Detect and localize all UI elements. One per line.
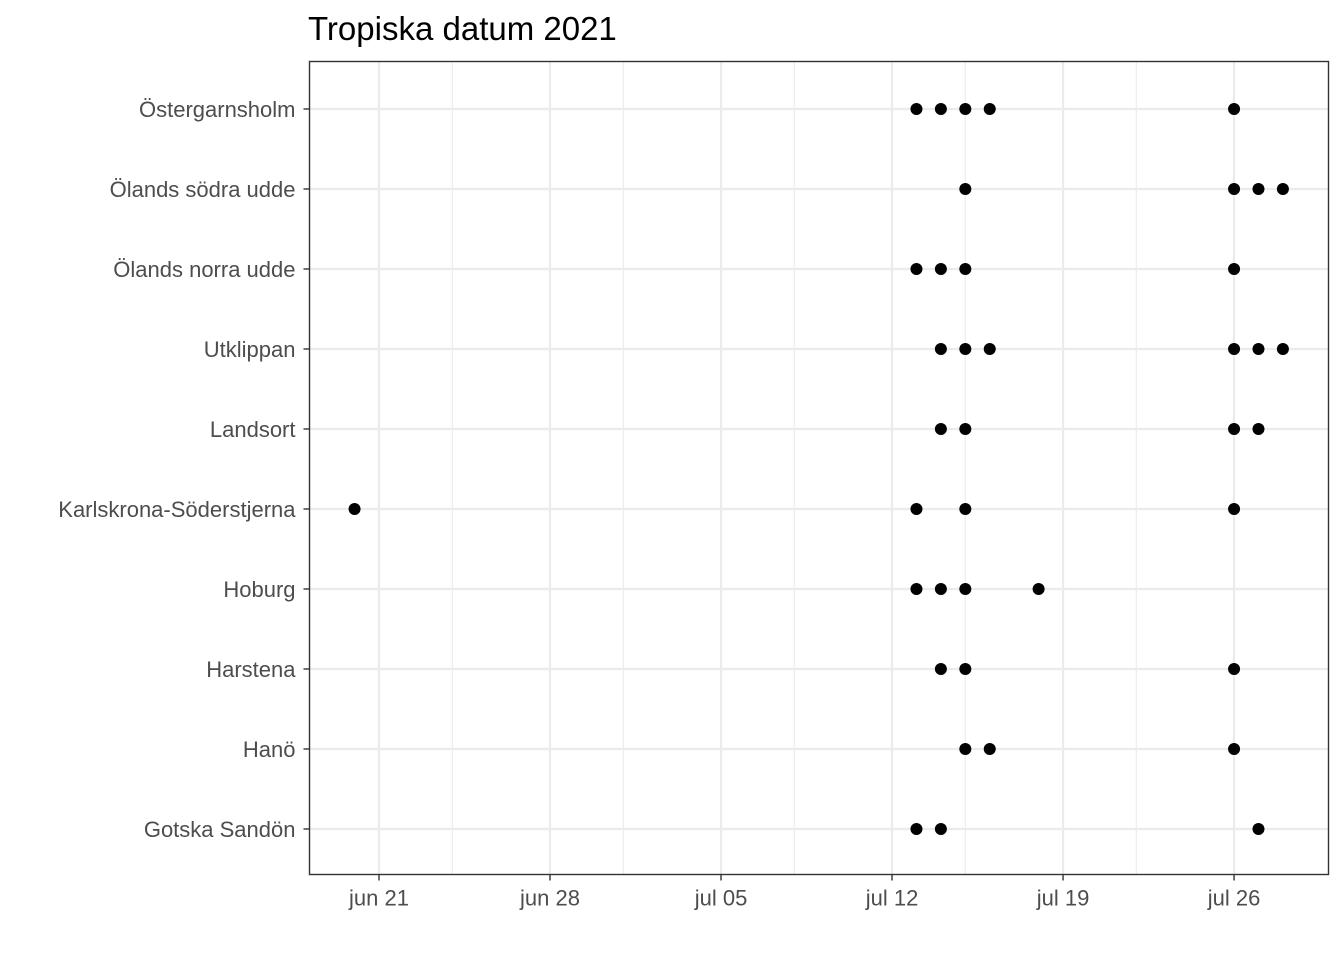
x-axis: jun 21 jun 28 jul 05 jul 12 jul 19 jul 26 [348, 874, 1261, 911]
data-point [1228, 663, 1241, 675]
data-point [1032, 583, 1045, 595]
data-point [959, 503, 972, 515]
data-point [1276, 183, 1289, 195]
data-point [348, 503, 361, 515]
data-point [934, 263, 947, 275]
data-point [983, 343, 996, 355]
data-point [1228, 743, 1241, 755]
data-point [910, 103, 923, 115]
data-point [1252, 423, 1265, 435]
data-point [959, 663, 972, 675]
data-point [959, 343, 972, 355]
y-tick-label: Utklippan [204, 337, 296, 362]
data-point [934, 583, 947, 595]
data-point [1228, 503, 1241, 515]
data-point [1228, 103, 1241, 115]
data-point [934, 423, 947, 435]
x-tick-label: jul 12 [865, 886, 919, 911]
y-tick-label: Hanö [243, 737, 296, 762]
panel-border [308, 60, 1330, 876]
data-point [1252, 823, 1265, 835]
data-point [910, 583, 923, 595]
x-tick-label: jul 26 [1207, 886, 1261, 911]
data-point [959, 583, 972, 595]
data-point [959, 183, 972, 195]
y-tick-label: Gotska Sandön [144, 817, 296, 842]
data-point [1228, 343, 1241, 355]
data-point [983, 743, 996, 755]
y-tick-label: Landsort [210, 417, 296, 442]
data-point [959, 263, 972, 275]
data-point [1228, 183, 1241, 195]
data-point [934, 823, 947, 835]
data-point [910, 823, 923, 835]
points-layer [348, 103, 1289, 835]
x-tick-label: jul 05 [694, 886, 748, 911]
y-tick-label: Östergarnsholm [139, 97, 296, 122]
x-tick-label: jul 19 [1036, 886, 1090, 911]
y-tick-label: Ölands södra udde [110, 177, 296, 202]
data-point [1228, 263, 1241, 275]
y-axis: Östergarnsholm Ölands södra udde Ölands no… [58, 97, 310, 842]
data-point [1252, 343, 1265, 355]
data-point [1252, 183, 1265, 195]
chart-title: Tropiska datum 2021 [308, 10, 617, 47]
y-tick-label: Hoburg [223, 577, 295, 602]
y-tick-label: Karlskrona-Söderstjerna [58, 497, 296, 522]
data-point [959, 103, 972, 115]
data-point [1228, 423, 1241, 435]
data-point [910, 503, 923, 515]
y-tick-label: Harstena [206, 657, 296, 682]
y-tick-label: Ölands norra udde [113, 257, 295, 282]
data-point [1276, 343, 1289, 355]
data-point [934, 343, 947, 355]
data-point [983, 103, 996, 115]
data-point [934, 103, 947, 115]
data-point [959, 423, 972, 435]
data-point [910, 263, 923, 275]
x-tick-label: jun 28 [519, 886, 580, 911]
data-point [959, 743, 972, 755]
x-tick-label: jun 21 [348, 886, 409, 911]
data-point [934, 663, 947, 675]
grid-layer [309, 61, 1329, 875]
